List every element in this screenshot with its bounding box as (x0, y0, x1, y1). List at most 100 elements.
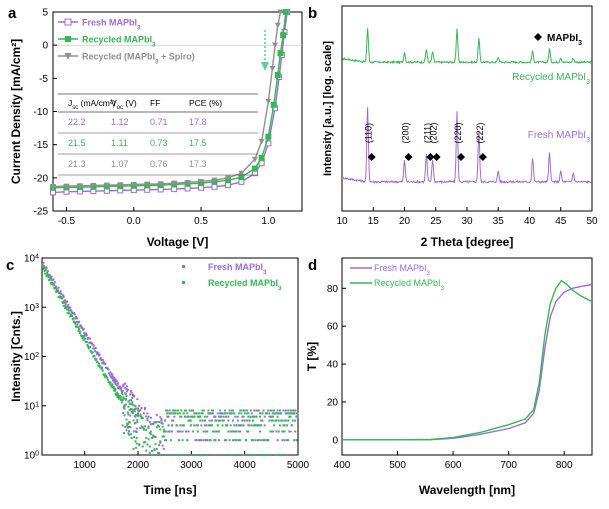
panel-c-point-recycled (196, 430, 199, 433)
panel-c-point-fresh (135, 414, 138, 417)
panel-c-point-recycled (203, 415, 206, 418)
panel-c-point-recycled (268, 412, 271, 415)
panel-c-point-recycled (190, 415, 193, 418)
panel-c-point-fresh (83, 334, 86, 337)
panel-c-point-recycled (247, 412, 250, 415)
panel-c-legend-marker-fresh (182, 265, 185, 268)
panel-c-point-recycled (198, 454, 201, 456)
panel-c-point-fresh (160, 418, 163, 421)
panel-c-point-recycled (131, 412, 134, 415)
panel-b-pattern-recycled (342, 28, 592, 65)
panel-c-point-fresh (257, 409, 260, 412)
panel-c-ytick-label: 101 (24, 401, 39, 413)
panel-c-point-fresh (293, 409, 296, 412)
panel-d: d 400 500 600 700 800 0 20 40 60 80 Wavelength [nm]… (305, 257, 593, 497)
panel-c-point-recycled (128, 421, 131, 424)
panel-c-point-fresh (122, 384, 125, 387)
panel-c-point-recycled (89, 346, 91, 349)
panel-c-point-recycled (129, 402, 132, 405)
panel-c-point-fresh (126, 388, 129, 391)
panel-c-point-recycled (62, 301, 65, 304)
panel-c-point-fresh (163, 419, 166, 422)
panel-c-point-fresh (158, 452, 161, 455)
panel-c-point-fresh (174, 454, 177, 456)
panel-c-point-fresh (50, 275, 53, 278)
panel-c-point-recycled (169, 454, 172, 456)
panel-c-point-fresh (194, 454, 197, 456)
panel-a-legend-label: Recycled (MAPbI3 + Spiro) (82, 52, 195, 66)
panel-c-point-recycled (248, 454, 251, 456)
panel-c-point-recycled (203, 419, 206, 422)
panel-c-point-fresh (286, 454, 289, 456)
panel-c-point-fresh (237, 424, 240, 427)
panel-c-point-fresh (171, 430, 174, 433)
panel-c-point-fresh (90, 342, 93, 345)
panel-c-point-recycled (74, 322, 77, 325)
panel-c-point-recycled (249, 415, 252, 418)
panel-c-point-fresh (142, 412, 145, 415)
panel-c-point-recycled (144, 441, 147, 444)
panel-c-point-recycled (188, 409, 191, 412)
panel-c-point-fresh (282, 409, 285, 412)
panel-c-point-recycled (222, 419, 225, 422)
panel-c-point-recycled (129, 433, 132, 436)
panel-c-point-recycled (232, 409, 235, 412)
panel-c-point-recycled (239, 439, 242, 442)
panel-c-point-fresh (284, 409, 287, 412)
panel-c-point-recycled (47, 276, 50, 279)
panel-c-ytick-base: 10 (24, 451, 36, 462)
panel-c-point-recycled (215, 430, 218, 433)
panel-c-point-fresh (289, 430, 292, 433)
panel-c-point-fresh (158, 421, 161, 424)
panel-c-point-recycled (220, 415, 223, 418)
panel-c-point-recycled (163, 430, 166, 433)
panel-b-pattern-fresh (341, 107, 592, 185)
panel-c-point-fresh (198, 439, 201, 442)
panel-c-point-fresh (138, 444, 141, 447)
panel-b-xtick-label: 10 (336, 216, 348, 227)
panel-d-letter: d (308, 257, 317, 274)
panel-c-point-recycled (48, 279, 51, 282)
panel-d-xtick-label: 600 (445, 460, 462, 471)
panel-c-point-fresh (155, 413, 158, 416)
panel-c-point-fresh (129, 390, 132, 393)
panel-c-point-recycled (291, 412, 294, 415)
panel-c-point-recycled (205, 439, 208, 442)
panel-c-point-fresh (87, 337, 90, 340)
panel-c-point-fresh (219, 415, 222, 418)
panel-c-point-fresh (140, 425, 143, 428)
panel-c-point-fresh (139, 413, 142, 416)
panel-c-point-recycled (121, 390, 124, 393)
panel-c-ytick-label: 100 (24, 450, 39, 462)
panel-c-point-recycled (163, 439, 166, 442)
panel-d-curve-recycled (342, 280, 593, 441)
panel-d-ytick-label: 40 (327, 360, 339, 371)
panel-c-point-recycled (167, 424, 170, 427)
panel-c-point-recycled (217, 419, 220, 422)
panel-c-point-fresh (181, 430, 184, 433)
panel-c-point-fresh (176, 430, 179, 433)
panel-c-point-recycled (112, 385, 115, 388)
panel-c-point-recycled (181, 439, 184, 442)
panel-c-point-recycled (271, 415, 274, 418)
panel-c-point-fresh (42, 261, 45, 264)
panel-c-point-recycled (266, 454, 269, 456)
panel-c-point-recycled (190, 409, 193, 412)
panel-c-point-recycled (185, 409, 188, 412)
panel-c-point-recycled (138, 410, 141, 413)
panel-c-point-recycled (259, 415, 262, 418)
panel-c-point-fresh (161, 444, 164, 447)
panel-c-point-fresh (134, 415, 137, 418)
panel-c-point-recycled (286, 424, 289, 427)
panel-c-point-fresh (94, 350, 97, 353)
panel-b-legend-label: MAPbI3 (547, 33, 582, 47)
panel-c-point-recycled (155, 420, 158, 423)
panel-c-point-fresh (275, 454, 278, 456)
panel-c-point-fresh (243, 454, 246, 456)
panel-c-point-fresh (149, 416, 152, 419)
panel-c-ytick-exp: 3 (35, 302, 39, 309)
panel-c-point-fresh (222, 454, 225, 456)
panel-b-xtick-label: 35 (493, 216, 505, 227)
panel-c-point-recycled (141, 426, 144, 429)
panel-c-point-fresh (89, 337, 91, 340)
